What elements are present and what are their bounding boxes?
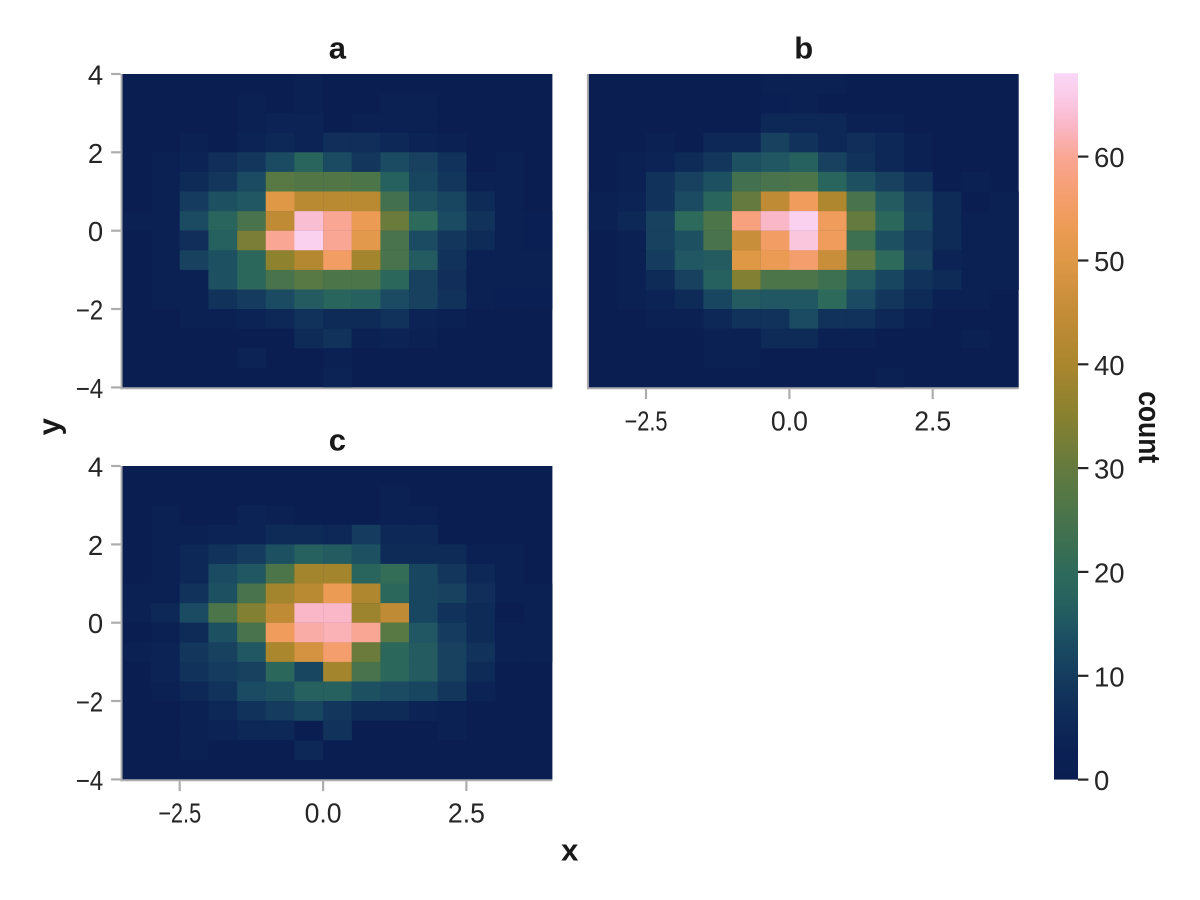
- svg-text:b: b: [794, 31, 813, 66]
- svg-text:a: a: [329, 31, 347, 66]
- svg-text:4: 4: [88, 60, 103, 91]
- svg-text:0: 0: [88, 608, 103, 639]
- svg-text:c: c: [329, 423, 346, 458]
- svg-text:10: 10: [1094, 661, 1125, 692]
- svg-text:−2.5: −2.5: [158, 797, 201, 828]
- svg-text:−4: −4: [76, 765, 104, 796]
- svg-text:2.5: 2.5: [448, 797, 485, 828]
- svg-text:0.0: 0.0: [305, 797, 342, 828]
- svg-text:0.0: 0.0: [771, 405, 808, 436]
- svg-text:y: y: [32, 417, 67, 435]
- svg-text:−2.5: −2.5: [625, 405, 668, 436]
- svg-text:x: x: [561, 833, 579, 868]
- svg-text:−2: −2: [76, 687, 104, 718]
- svg-text:50: 50: [1094, 246, 1125, 277]
- svg-text:2: 2: [88, 530, 103, 561]
- svg-text:20: 20: [1094, 557, 1125, 588]
- svg-text:0: 0: [1094, 765, 1109, 796]
- svg-text:0: 0: [88, 216, 103, 247]
- svg-text:count: count: [1132, 391, 1167, 463]
- svg-text:4: 4: [88, 452, 103, 483]
- svg-text:40: 40: [1094, 350, 1125, 381]
- svg-text:2.5: 2.5: [914, 405, 951, 436]
- svg-text:−2: −2: [76, 295, 104, 326]
- svg-text:−4: −4: [76, 373, 104, 404]
- svg-text:30: 30: [1094, 454, 1125, 485]
- svg-text:2: 2: [88, 138, 103, 169]
- svg-text:60: 60: [1094, 142, 1125, 173]
